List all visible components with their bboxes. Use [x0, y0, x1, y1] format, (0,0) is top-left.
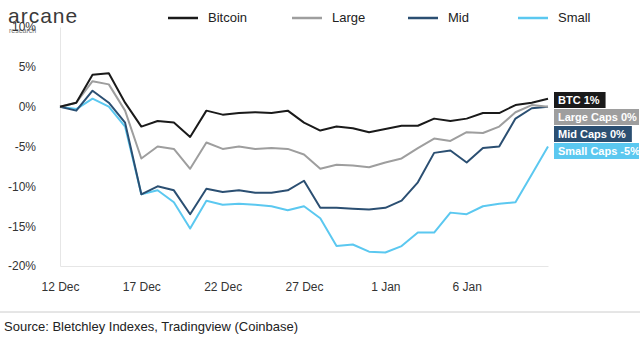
y-tick: 5% — [19, 60, 60, 74]
end-label: BTC 1% — [554, 92, 606, 108]
legend-label: Bitcoin — [208, 10, 247, 25]
legend: Bitcoin Large Mid Small — [168, 10, 591, 25]
y-tick: -20% — [8, 259, 60, 273]
legend-label: Mid — [448, 10, 469, 25]
plot-area — [60, 73, 548, 252]
y-tick: 0% — [19, 100, 60, 114]
x-tick-label: 17 Dec — [123, 280, 161, 294]
x-tick-label: 12 Dec — [41, 280, 79, 294]
x-tick: 27 Dec — [285, 266, 323, 294]
series-line — [60, 91, 548, 214]
x-tick: 6 Jan — [452, 266, 481, 294]
x-tick-label: 27 Dec — [285, 280, 323, 294]
source-rule — [0, 312, 640, 313]
legend-label: Small — [558, 10, 591, 25]
end-label-text: BTC 1% — [558, 94, 600, 106]
x-tick: 12 Dec — [41, 266, 79, 294]
y-tick-label: 5% — [19, 60, 37, 74]
x-tick-label: 1 Jan — [371, 280, 400, 294]
x-tick: 17 Dec — [123, 266, 161, 294]
end-labels: BTC 1% Large Caps 0% Mid Caps 0% Small Caps… — [554, 92, 640, 159]
y-axis: 10% 5% 0% -5% -10% -15% -20% — [8, 20, 61, 273]
series-line — [60, 73, 548, 137]
legend-label: Large — [332, 10, 365, 25]
end-label-box — [554, 126, 632, 142]
chart: arcaneresearchBitcoinLargeMidSmall10%5%0… — [0, 0, 640, 346]
y-tick: -15% — [8, 220, 60, 234]
legend-swatch — [168, 17, 198, 20]
x-axis-line — [61, 266, 549, 267]
legend-swatch — [518, 17, 548, 20]
x-tick-label: 22 Dec — [204, 280, 242, 294]
x-tick: 1 Jan — [371, 266, 400, 294]
y-tick-label: -5% — [15, 140, 37, 154]
end-label-box — [554, 92, 606, 108]
x-tick: 22 Dec — [204, 266, 242, 294]
y-tick-label: -15% — [8, 220, 36, 234]
y-tick-label: 10% — [12, 20, 36, 34]
legend-swatch — [408, 17, 438, 20]
x-axis: 12 Dec 17 Dec 22 Dec 27 Dec 1 Jan 6 Jan — [41, 266, 548, 294]
legend-swatch — [292, 17, 322, 20]
legend-item: Small — [518, 10, 591, 25]
legend-item: Bitcoin — [168, 10, 247, 25]
y-tick-label: 0% — [19, 100, 37, 114]
end-label-text: Mid Caps 0% — [558, 128, 626, 140]
y-tick: 10% — [12, 20, 60, 34]
end-label-box — [554, 109, 639, 125]
source: Source: Bletchley Indexes, Tradingview (… — [4, 319, 298, 334]
x-tick-label: 6 Jan — [452, 280, 481, 294]
y-tick: -10% — [8, 180, 60, 194]
legend-item: Mid — [408, 10, 469, 25]
end-label-text: Small Caps -5% — [558, 145, 640, 157]
end-label: Large Caps 0% — [554, 109, 639, 125]
y-axis-line — [60, 28, 61, 267]
series-line — [60, 81, 548, 169]
end-label-text: Large Caps 0% — [558, 111, 637, 123]
y-tick-label: -10% — [8, 180, 36, 194]
end-label: Small Caps -5% — [554, 143, 640, 159]
end-label: Mid Caps 0% — [554, 126, 632, 142]
y-tick-label: -20% — [8, 259, 36, 273]
y-tick: -5% — [15, 140, 60, 154]
legend-item: Large — [292, 10, 365, 25]
